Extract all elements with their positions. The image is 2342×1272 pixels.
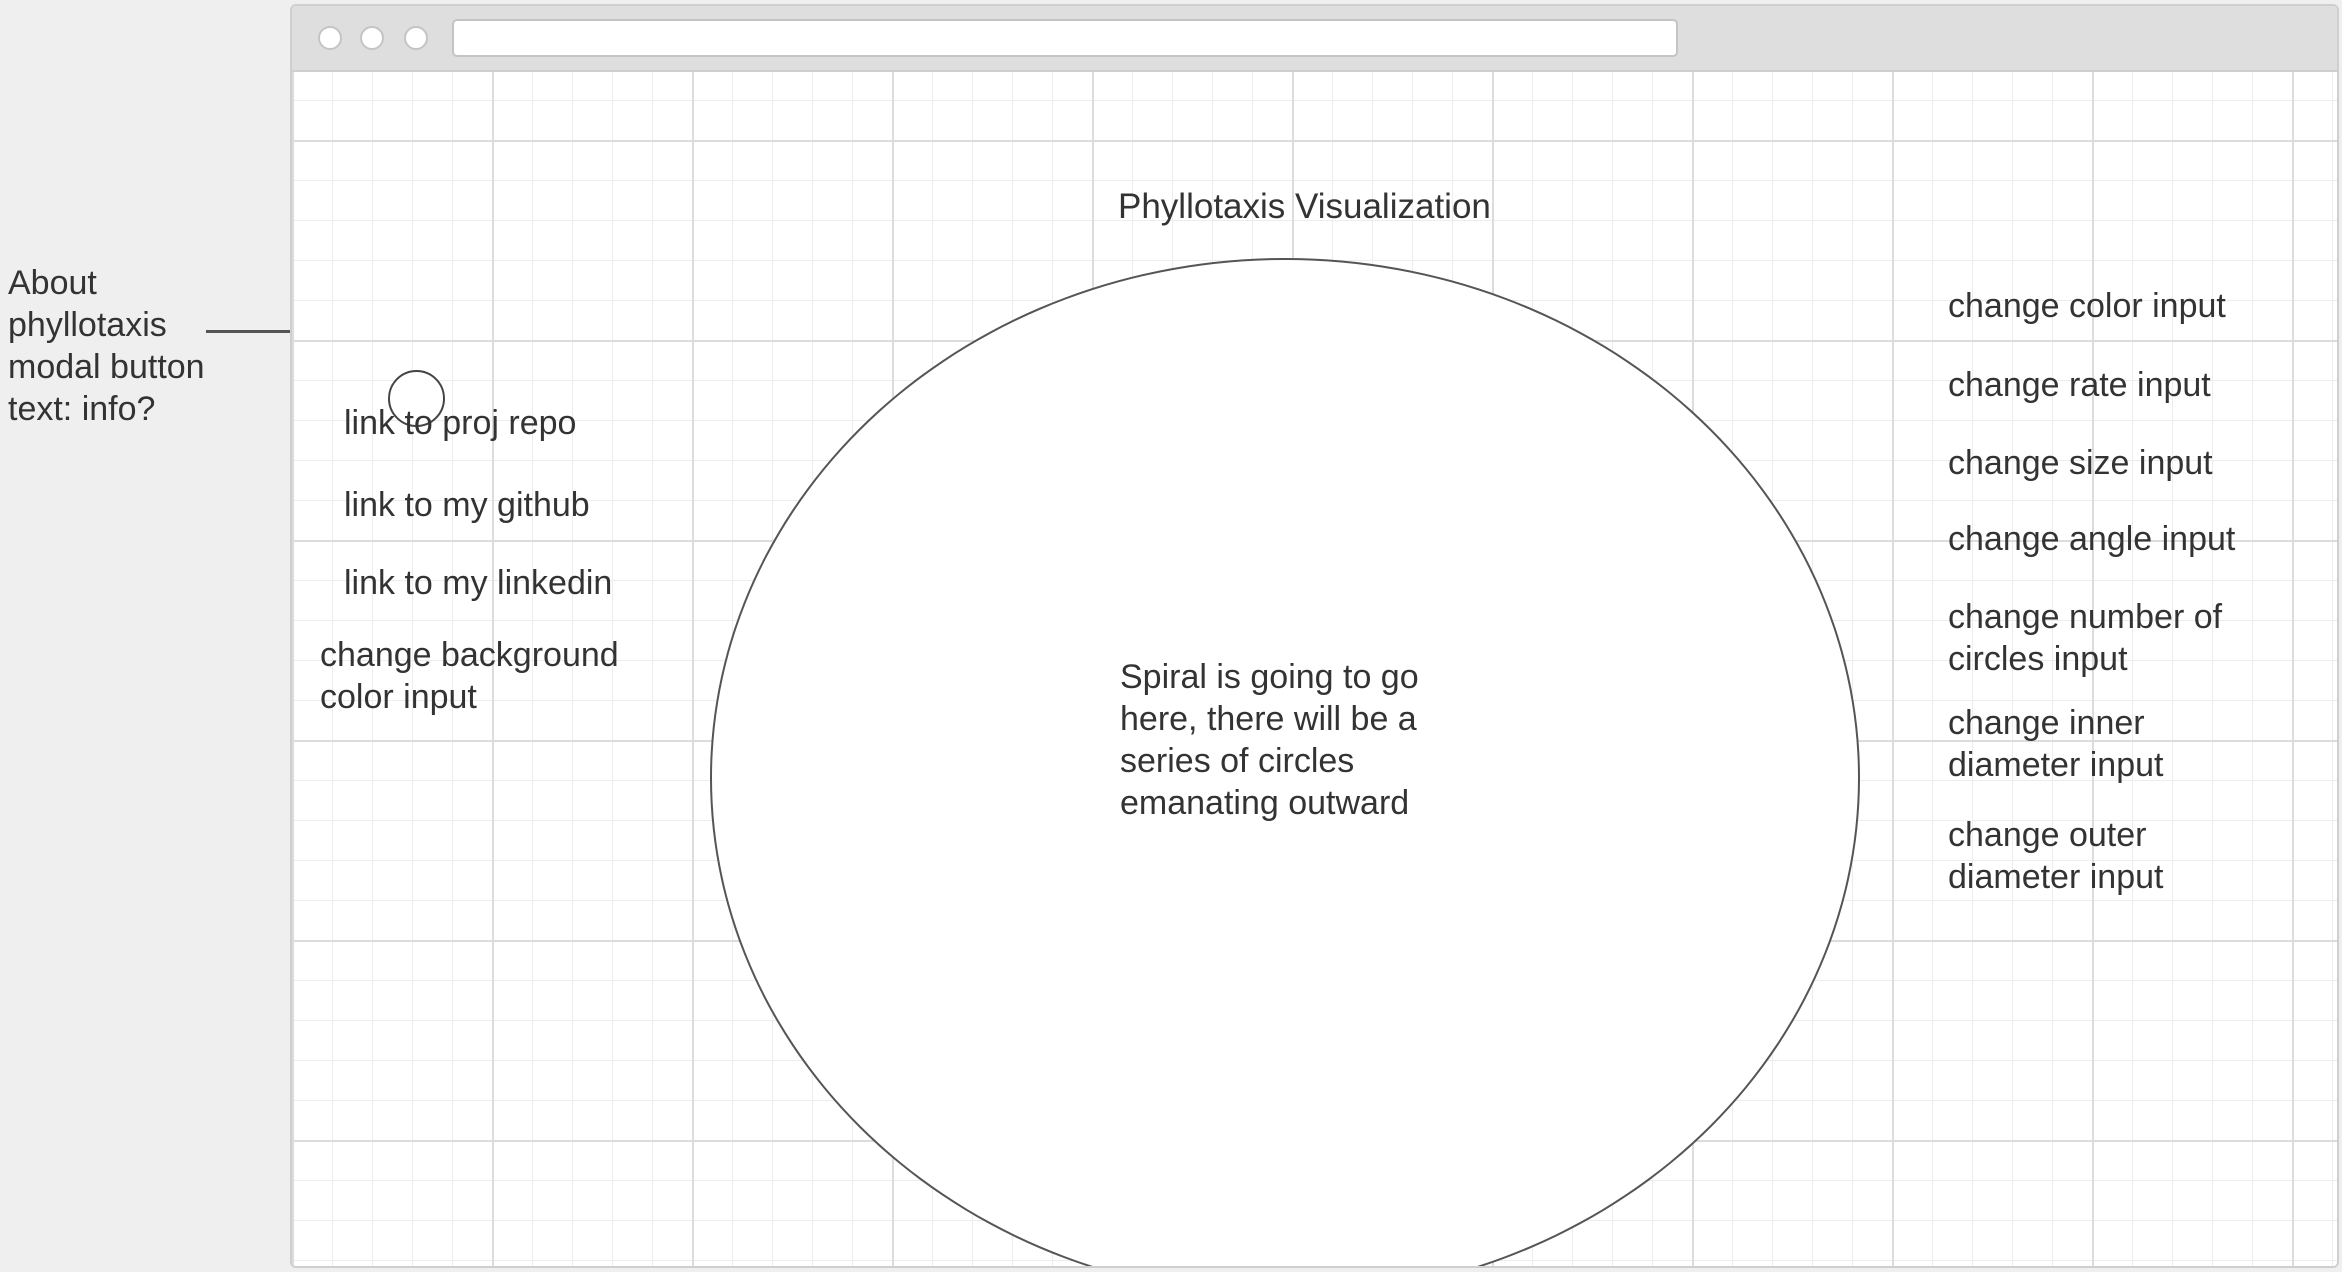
annotation-connector-line	[206, 330, 368, 333]
window-minimize-control[interactable]	[360, 26, 384, 50]
spiral-text-line: series of circles	[1120, 742, 1355, 780]
project-repo-link[interactable]: link to proj repo	[344, 404, 577, 442]
inner-diameter-input[interactable]: change inner diameter input	[1948, 702, 2163, 786]
address-bar[interactable]	[452, 19, 1678, 57]
window-maximize-control[interactable]	[404, 26, 428, 50]
annotation-line: modal button	[8, 348, 205, 386]
annotation-line: phyllotaxis	[8, 306, 167, 344]
browser-titlebar	[292, 6, 2337, 72]
spiral-placeholder-text: Spiral is going to go here, there will b…	[1120, 656, 1480, 824]
size-input[interactable]: change size input	[1948, 444, 2213, 482]
background-color-input[interactable]: change background color input	[320, 634, 619, 718]
outer-diameter-input[interactable]: change outer diameter input	[1948, 814, 2163, 898]
spiral-text-line: Spiral is going to go	[1120, 658, 1419, 696]
inner-diameter-input-label: diameter input	[1948, 746, 2164, 784]
inner-diameter-input-label: change inner	[1948, 704, 2145, 742]
circle-count-input-label: circles input	[1948, 640, 2128, 678]
background-color-input-label: change background	[320, 636, 619, 674]
info-modal-button[interactable]	[388, 370, 445, 427]
annotation-line: text: info?	[8, 390, 156, 428]
spiral-canvas	[710, 258, 1860, 1266]
background-color-input-label: color input	[320, 678, 477, 716]
linkedin-link[interactable]: link to my linkedin	[344, 564, 613, 602]
outer-diameter-input-label: diameter input	[1948, 858, 2164, 896]
rate-input[interactable]: change rate input	[1948, 366, 2211, 404]
github-link[interactable]: link to my github	[344, 486, 590, 524]
spiral-text-line: here, there will be a	[1120, 700, 1417, 738]
angle-input[interactable]: change angle input	[1948, 520, 2236, 558]
browser-window: Phyllotaxis Visualization Spiral is goin…	[290, 4, 2339, 1268]
window-close-control[interactable]	[318, 26, 342, 50]
annotation-line: About	[8, 264, 97, 302]
circle-count-input-label: change number of	[1948, 598, 2223, 636]
color-input[interactable]: change color input	[1948, 287, 2226, 325]
spiral-text-line: emanating outward	[1120, 784, 1410, 822]
info-button-annotation: About phyllotaxis modal button text: inf…	[8, 262, 218, 430]
page-title: Phyllotaxis Visualization	[1118, 187, 1491, 226]
circle-count-input[interactable]: change number of circles input	[1948, 596, 2222, 680]
page-viewport: Phyllotaxis Visualization Spiral is goin…	[292, 72, 2337, 1266]
outer-diameter-input-label: change outer	[1948, 816, 2147, 854]
